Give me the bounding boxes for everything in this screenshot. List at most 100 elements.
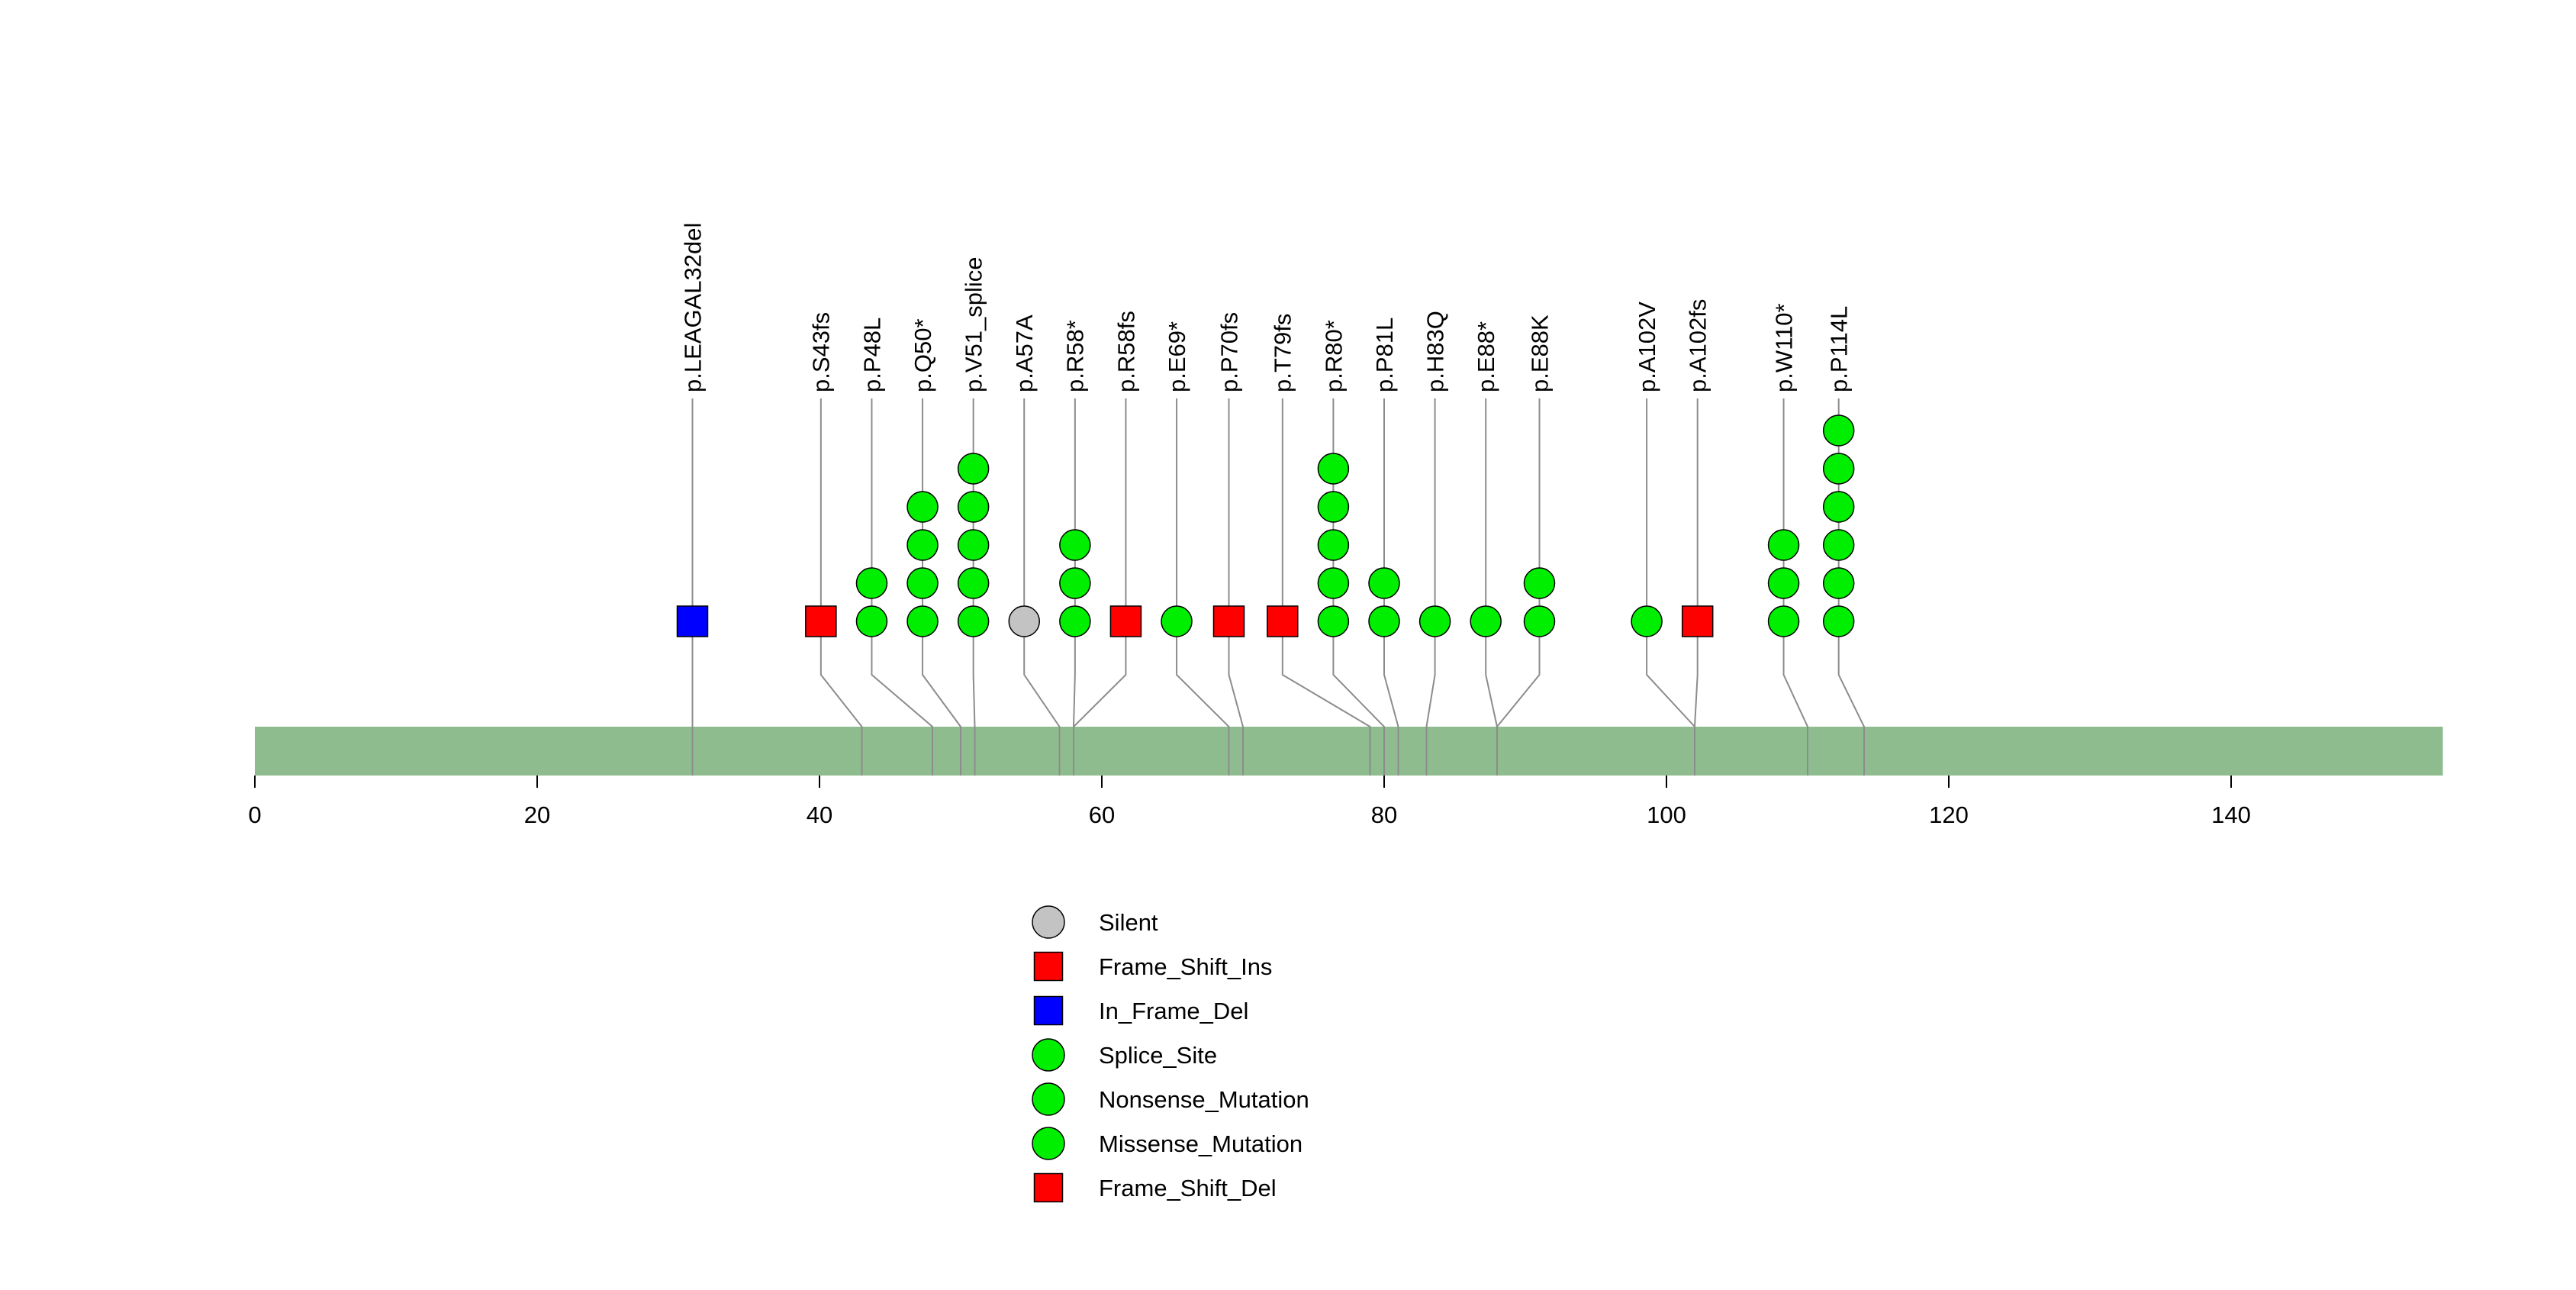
mutation-marker [1822,453,1855,485]
mutation-marker [1109,605,1142,637]
mutation-stem [1694,398,1699,776]
mutation-marker [1822,605,1855,637]
legend-marker [1032,1038,1065,1072]
mutation-label: p.R80* [1320,320,1347,392]
mutation-marker [906,567,939,599]
mutation-stem [1281,398,1371,776]
legend-label: Missense_Mutation [1099,1130,1302,1157]
mutation-label: p.W110* [1770,303,1797,392]
mutation-marker [1267,605,1299,637]
mutation-label: p.R58* [1062,320,1089,392]
mutation-label: p.P70fs [1216,312,1242,392]
axis-tick-label: 140 [2211,801,2251,828]
mutation-marker [1418,605,1451,637]
axis-tick-label: 80 [1371,801,1397,828]
mutation-marker [1368,605,1400,637]
mutation-label: p.A102V [1634,302,1660,392]
mutation-marker [957,529,990,561]
legend-marker [1032,1127,1065,1160]
mutation-label: p.E88* [1473,321,1499,392]
mutation-label: p.LEAGAL32del [679,223,706,392]
mutation-marker [1767,567,1800,599]
mutation-label: p.S43fs [808,312,835,392]
mutation-label: p.T79fs [1270,314,1296,392]
mutation-stem [1176,398,1230,776]
mutation-marker [957,605,990,637]
legend-marker [1032,905,1065,939]
axis-tick-label: 0 [248,801,261,828]
mutation-marker [957,491,990,523]
mutation-marker [1822,491,1855,523]
mutation-marker [1822,567,1855,599]
mutation-label: p.V51_splice [961,256,987,392]
mutation-stem [1383,398,1399,776]
mutation-label: p.E69* [1164,321,1190,392]
mutation-marker [676,605,709,637]
mutation-marker [1059,529,1091,561]
mutation-stem [1073,398,1127,776]
axis-tick-label: 100 [1647,801,1686,828]
axis-tick-label: 60 [1089,801,1115,828]
axis-tick-label: 120 [1929,801,1969,828]
mutation-stem [1228,398,1244,776]
legend-item: Missense_Mutation [1032,1127,1302,1160]
legend-label: Nonsense_Mutation [1099,1086,1309,1113]
mutation-stem [1425,398,1436,776]
mutation-stem [819,398,863,776]
mutation-marker [1523,567,1556,599]
mutation-marker [1317,605,1350,637]
mutation-label: p.P114L [1826,306,1853,392]
mutation-label: p.P48L [858,318,885,392]
mutation-label: p.A57A [1011,314,1038,392]
legend-label: Frame_Shift_Ins [1099,953,1272,980]
legend-label: Silent [1099,909,1158,936]
mutation-marker [1161,605,1193,637]
mutation-label: p.H83Q [1422,311,1448,392]
mutation-marker [906,605,939,637]
mutation-stem [1646,398,1695,776]
legend-label: Frame_Shift_Del [1099,1175,1277,1201]
mutation-marker [1317,529,1350,561]
mutation-marker [1059,605,1091,637]
protein-bar [255,727,2443,776]
mutation-marker [906,491,939,523]
legend-item: Silent [1032,905,1158,939]
legend-marker [1033,995,1064,1026]
mutation-marker [855,605,888,637]
legend-item: In_Frame_Del [1033,995,1248,1026]
mutation-marker [1767,605,1800,637]
mutation-marker [1317,453,1350,485]
mutation-marker [855,567,888,599]
mutation-marker [1317,567,1350,599]
mutation-marker [1631,605,1663,637]
legend-item: Frame_Shift_Ins [1033,951,1272,982]
mutation-marker [805,605,837,637]
mutation-stem [1485,398,1498,776]
mutation-marker [1059,567,1091,599]
mutation-label: p.E88K [1526,314,1553,392]
mutation-marker [1523,605,1556,637]
mutation-marker [1317,491,1350,523]
mutation-marker [1822,414,1855,447]
mutation-label: p.A102fs [1685,299,1711,392]
legend-marker [1032,1082,1065,1116]
mutation-marker [957,453,990,485]
mutation-stem [1023,398,1061,776]
mutation-label: p.Q50* [910,318,936,392]
mutation-marker [1822,529,1855,561]
legend-marker [1033,1172,1064,1203]
mutation-stem [1496,398,1541,776]
mutation-marker [906,529,939,561]
mutation-label: p.R58fs [1113,311,1139,392]
mutation-marker [1212,605,1245,637]
mutation-stem [871,398,933,776]
legend-item: Splice_Site [1032,1038,1217,1072]
mutation-marker [1368,567,1400,599]
legend-item: Frame_Shift_Del [1033,1172,1277,1203]
axis-tick-label: 40 [807,801,832,828]
mutation-label: p.P81L [1371,318,1398,392]
legend-marker [1033,951,1064,982]
legend-label: Splice_Site [1099,1042,1217,1069]
